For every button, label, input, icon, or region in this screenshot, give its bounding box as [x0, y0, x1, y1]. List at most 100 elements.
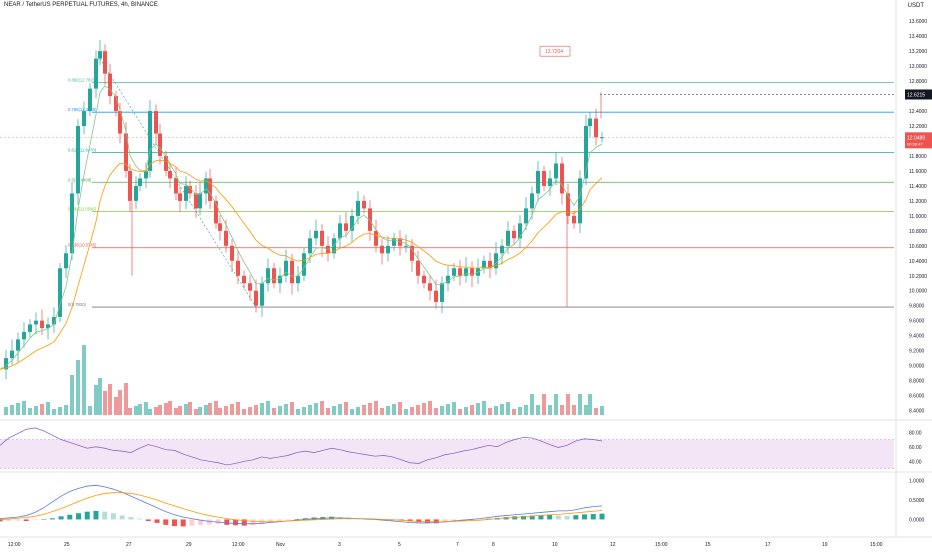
- time-tick-label: 15:00: [870, 542, 883, 548]
- volume-bar: [368, 403, 372, 415]
- macd-histogram-bar: [250, 519, 256, 526]
- time-tick-label: 7: [456, 542, 459, 548]
- volume-bar: [488, 408, 492, 415]
- volume-bar: [494, 406, 498, 415]
- time-tick-label: Nov: [276, 542, 285, 548]
- macd-histogram-bar: [416, 519, 422, 523]
- candle-body: [76, 126, 80, 194]
- macd-histogram-bar: [468, 519, 474, 521]
- candle-body: [154, 111, 158, 134]
- last-price-label: 12.0489: [907, 135, 925, 141]
- candle-body: [566, 193, 570, 216]
- volume-bar: [290, 402, 294, 415]
- fib-anchor-line: [99, 58, 257, 308]
- candle-body: [178, 193, 182, 201]
- time-tick-label: 12: [610, 542, 616, 548]
- macd-histogram-bar: [267, 519, 273, 523]
- candle-body: [40, 320, 44, 329]
- volume-bar: [398, 402, 402, 415]
- macd-histogram-bar: [477, 519, 483, 520]
- candle-body: [114, 96, 118, 112]
- candle-body: [242, 275, 246, 284]
- macd-histogram-bar: [407, 519, 413, 522]
- price-unit: USDT: [907, 3, 924, 9]
- candle-body: [542, 170, 546, 186]
- candle-body: [380, 245, 384, 254]
- volume-bar: [542, 394, 546, 415]
- candle-body: [594, 118, 598, 138]
- macd-histogram-bar: [285, 519, 291, 521]
- time-tick-label: 15:00: [655, 542, 668, 548]
- candle-body: [308, 238, 312, 254]
- time-tick-label: 19: [822, 542, 828, 548]
- candle-body: [458, 268, 462, 276]
- time-tick-label: 12:00: [8, 542, 21, 548]
- volume-bar: [572, 405, 576, 415]
- candle-body: [536, 170, 540, 194]
- candle-body: [70, 193, 74, 254]
- candle-body: [548, 178, 552, 186]
- volume-bar: [584, 405, 588, 415]
- macd-histogram-bar: [294, 519, 300, 520]
- volume-bar: [594, 408, 598, 415]
- macd-histogram-bar: [180, 519, 186, 527]
- volume-bar: [248, 407, 252, 415]
- macd-histogram-bar: [14, 519, 20, 521]
- candle-body: [404, 245, 408, 247]
- price-tick-label: 11.2000: [909, 199, 927, 205]
- volume-bar: [144, 402, 148, 415]
- volume-bar: [134, 406, 138, 415]
- candle-body: [446, 275, 450, 284]
- macd-histogram-bar: [520, 515, 526, 520]
- macd-histogram-bar: [84, 511, 90, 520]
- volume-bar: [82, 345, 86, 415]
- candle-body: [500, 245, 504, 254]
- price-tick-label: 13.2000: [909, 49, 927, 55]
- volume-bar: [344, 402, 348, 415]
- volume-bar: [108, 384, 112, 415]
- price-tick-label: 9.2000: [909, 349, 925, 355]
- candle-body: [98, 51, 102, 59]
- candle-body: [124, 133, 128, 171]
- candle-body: [194, 193, 198, 209]
- candle-body: [204, 178, 208, 194]
- candle-body: [320, 230, 324, 246]
- volume-bar: [422, 403, 426, 415]
- candle-body: [46, 324, 50, 329]
- volume-bar: [64, 405, 68, 415]
- time-tick-label: 17: [765, 542, 771, 548]
- volume-bar: [518, 407, 522, 415]
- price-tick-label: 13.4000: [909, 34, 927, 40]
- candle-body: [428, 283, 432, 291]
- macd-histogram-bar: [0, 519, 3, 522]
- volume-bar: [350, 409, 354, 415]
- candle-body: [168, 170, 172, 179]
- candle-body: [584, 126, 588, 179]
- volume-bar: [284, 404, 288, 415]
- volume-bar: [320, 401, 324, 415]
- volume-bar: [446, 404, 450, 415]
- volume-bar: [404, 409, 408, 415]
- candle-body: [214, 200, 218, 224]
- volume-bar: [236, 402, 240, 415]
- volume-bar: [566, 394, 570, 415]
- volume-bar: [34, 406, 38, 415]
- volume-bar: [70, 375, 74, 415]
- candle-body: [108, 73, 112, 97]
- candle-body: [314, 230, 318, 239]
- volume-bar: [254, 405, 258, 415]
- volume-bar: [560, 405, 564, 415]
- macd-histogram-bar: [6, 519, 12, 521]
- rsi-tick-label: 80.00: [909, 430, 922, 436]
- volume-bar: [338, 404, 342, 415]
- current-price-label: 12.6215: [907, 92, 925, 98]
- candle-body: [82, 111, 86, 127]
- volume-bar: [392, 404, 396, 415]
- price-tick-label: 13.0000: [909, 64, 927, 70]
- price-tick-label: 10.6000: [909, 244, 927, 250]
- volume-bar: [266, 401, 270, 415]
- volume-bar: [118, 390, 122, 415]
- volume-bar: [28, 408, 32, 415]
